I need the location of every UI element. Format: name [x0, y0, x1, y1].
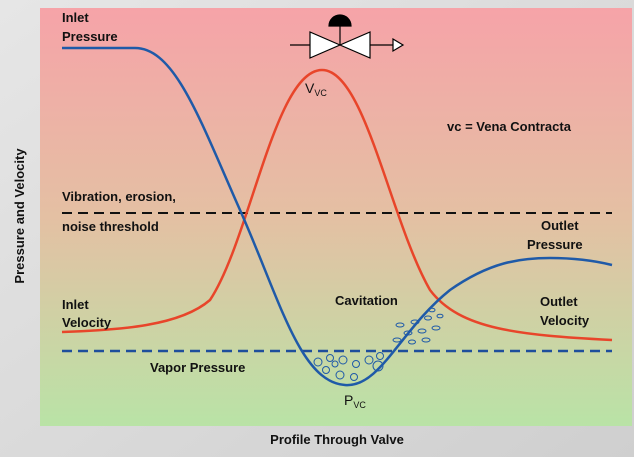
label: Inlet	[62, 10, 89, 25]
label: Pressure	[62, 29, 118, 44]
label: Vibration, erosion,	[62, 189, 176, 204]
label: Inlet	[62, 297, 89, 312]
label: Vapor Pressure	[150, 360, 245, 375]
label-subscript: VC	[353, 400, 366, 410]
diagram: Inlet Pressure VVC vc = Vena Contracta V…	[0, 0, 634, 457]
label: Pressure	[527, 237, 583, 252]
x-axis-label: Profile Through Valve	[270, 432, 404, 447]
label: Outlet	[541, 218, 579, 233]
label: Cavitation	[335, 293, 398, 308]
label: Velocity	[62, 315, 112, 330]
label: vc = Vena Contracta	[447, 119, 572, 134]
plot-area	[40, 8, 632, 426]
label-subscript: VC	[314, 88, 327, 98]
label: Outlet	[540, 294, 578, 309]
y-axis-label: Pressure and Velocity	[12, 148, 27, 284]
label: Velocity	[540, 313, 590, 328]
label: P	[344, 392, 353, 408]
label: noise threshold	[62, 219, 159, 234]
